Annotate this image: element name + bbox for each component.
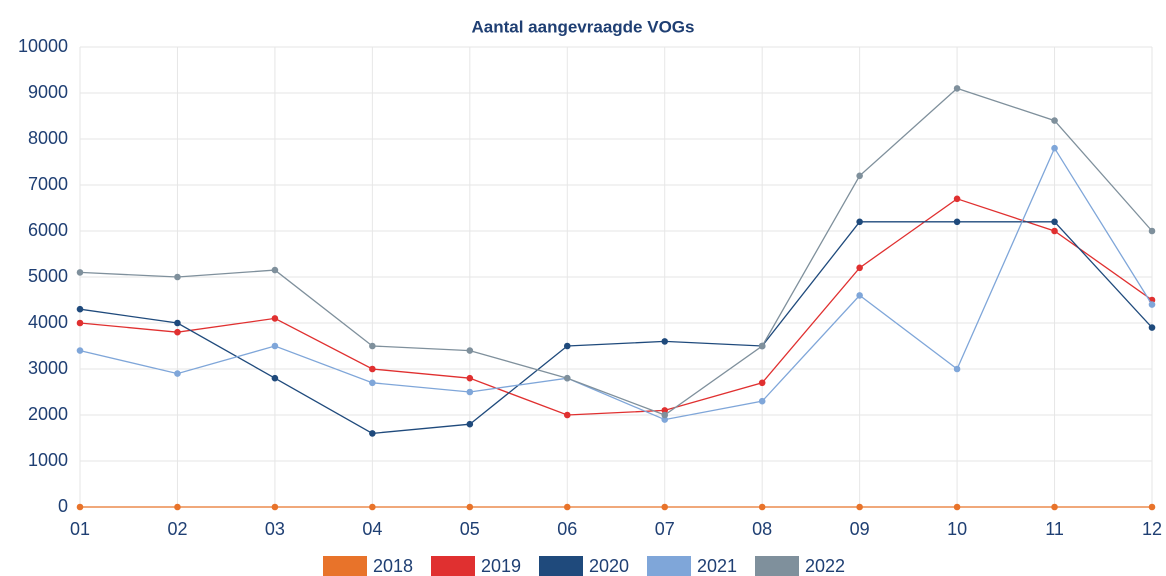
data-point xyxy=(856,264,863,272)
data-point xyxy=(953,85,961,92)
x-tick-label: 12 xyxy=(1142,519,1162,539)
data-point xyxy=(1148,227,1156,235)
legend-swatch xyxy=(755,556,799,576)
data-point xyxy=(369,342,376,350)
data-point xyxy=(76,319,84,327)
data-point xyxy=(758,397,766,405)
data-point xyxy=(76,347,84,354)
data-point xyxy=(953,503,961,511)
series-line xyxy=(79,221,1153,435)
data-point xyxy=(369,365,376,373)
data-point xyxy=(466,503,474,511)
y-tick-label: 1000 xyxy=(28,450,68,470)
series-line xyxy=(79,198,1153,416)
x-tick-label: 03 xyxy=(265,519,285,539)
data-point xyxy=(758,342,766,350)
data-point xyxy=(856,172,863,180)
y-tick-label: 0 xyxy=(58,496,68,516)
data-point xyxy=(953,195,961,203)
data-point xyxy=(758,379,766,387)
data-point xyxy=(563,342,571,350)
x-tick-label: 10 xyxy=(947,519,967,539)
x-tick-label: 04 xyxy=(362,519,382,539)
data-point xyxy=(174,370,181,377)
data-point xyxy=(466,420,474,428)
legend-label: 2018 xyxy=(373,556,413,576)
data-point xyxy=(76,269,84,276)
legend-swatch xyxy=(539,556,583,576)
x-tick-label: 06 xyxy=(557,519,577,539)
data-point xyxy=(563,374,571,382)
data-point xyxy=(1051,227,1058,235)
data-point xyxy=(856,292,863,299)
data-point xyxy=(661,411,669,419)
x-tick-label: 11 xyxy=(1045,519,1064,539)
data-point xyxy=(271,266,279,274)
y-tick-label: 2000 xyxy=(28,404,68,424)
x-tick-label: 08 xyxy=(752,519,772,539)
data-point xyxy=(369,430,376,437)
data-point xyxy=(661,338,669,345)
legend-label: 2020 xyxy=(589,556,629,576)
y-tick-label: 8000 xyxy=(28,128,68,148)
data-point xyxy=(1051,144,1058,152)
data-point xyxy=(466,347,474,354)
data-point xyxy=(856,503,863,511)
data-point xyxy=(1051,503,1058,511)
data-point xyxy=(76,305,84,313)
x-tick-label: 01 xyxy=(70,519,90,539)
data-point xyxy=(563,411,571,419)
y-tick-label: 5000 xyxy=(28,266,68,286)
data-point xyxy=(661,407,669,414)
x-tick-label: 05 xyxy=(460,519,480,539)
data-point xyxy=(174,328,181,336)
data-point xyxy=(758,503,766,511)
y-tick-label: 6000 xyxy=(28,220,68,240)
legend-swatch xyxy=(323,556,367,576)
data-point xyxy=(271,315,279,322)
data-point xyxy=(856,218,863,226)
data-point xyxy=(953,218,961,226)
data-point xyxy=(174,273,181,281)
data-point xyxy=(661,503,669,511)
data-point xyxy=(1148,301,1156,308)
data-point xyxy=(466,388,474,396)
data-point xyxy=(271,503,279,511)
data-point xyxy=(563,503,571,511)
y-tick-label: 3000 xyxy=(28,358,68,378)
y-tick-label: 9000 xyxy=(28,82,68,102)
y-tick-label: 10000 xyxy=(18,36,68,56)
series-line xyxy=(79,87,1153,416)
data-point xyxy=(953,365,961,373)
data-point xyxy=(369,379,376,387)
legend-swatch xyxy=(647,556,691,576)
series-line xyxy=(79,146,1153,421)
legend-label: 2022 xyxy=(805,556,845,576)
chart-title: Aantal aangevraagde VOGs xyxy=(472,17,695,36)
data-point xyxy=(369,503,376,511)
x-tick-label: 02 xyxy=(167,519,187,539)
data-point xyxy=(271,342,279,350)
legend-label: 2021 xyxy=(697,556,737,576)
data-point xyxy=(271,374,279,382)
data-point xyxy=(76,503,84,511)
data-point xyxy=(1051,117,1058,124)
x-tick-label: 07 xyxy=(655,519,675,539)
y-tick-label: 4000 xyxy=(28,312,68,332)
legend-swatch xyxy=(431,556,475,576)
data-point xyxy=(174,319,181,327)
legend-label: 2019 xyxy=(481,556,521,576)
y-tick-label: 7000 xyxy=(28,174,68,194)
data-point xyxy=(174,503,181,511)
data-point xyxy=(1148,503,1156,511)
data-point xyxy=(661,416,669,423)
x-tick-label: 09 xyxy=(850,519,870,539)
data-point xyxy=(1051,218,1058,226)
data-point xyxy=(466,374,474,382)
data-point xyxy=(1148,324,1156,331)
